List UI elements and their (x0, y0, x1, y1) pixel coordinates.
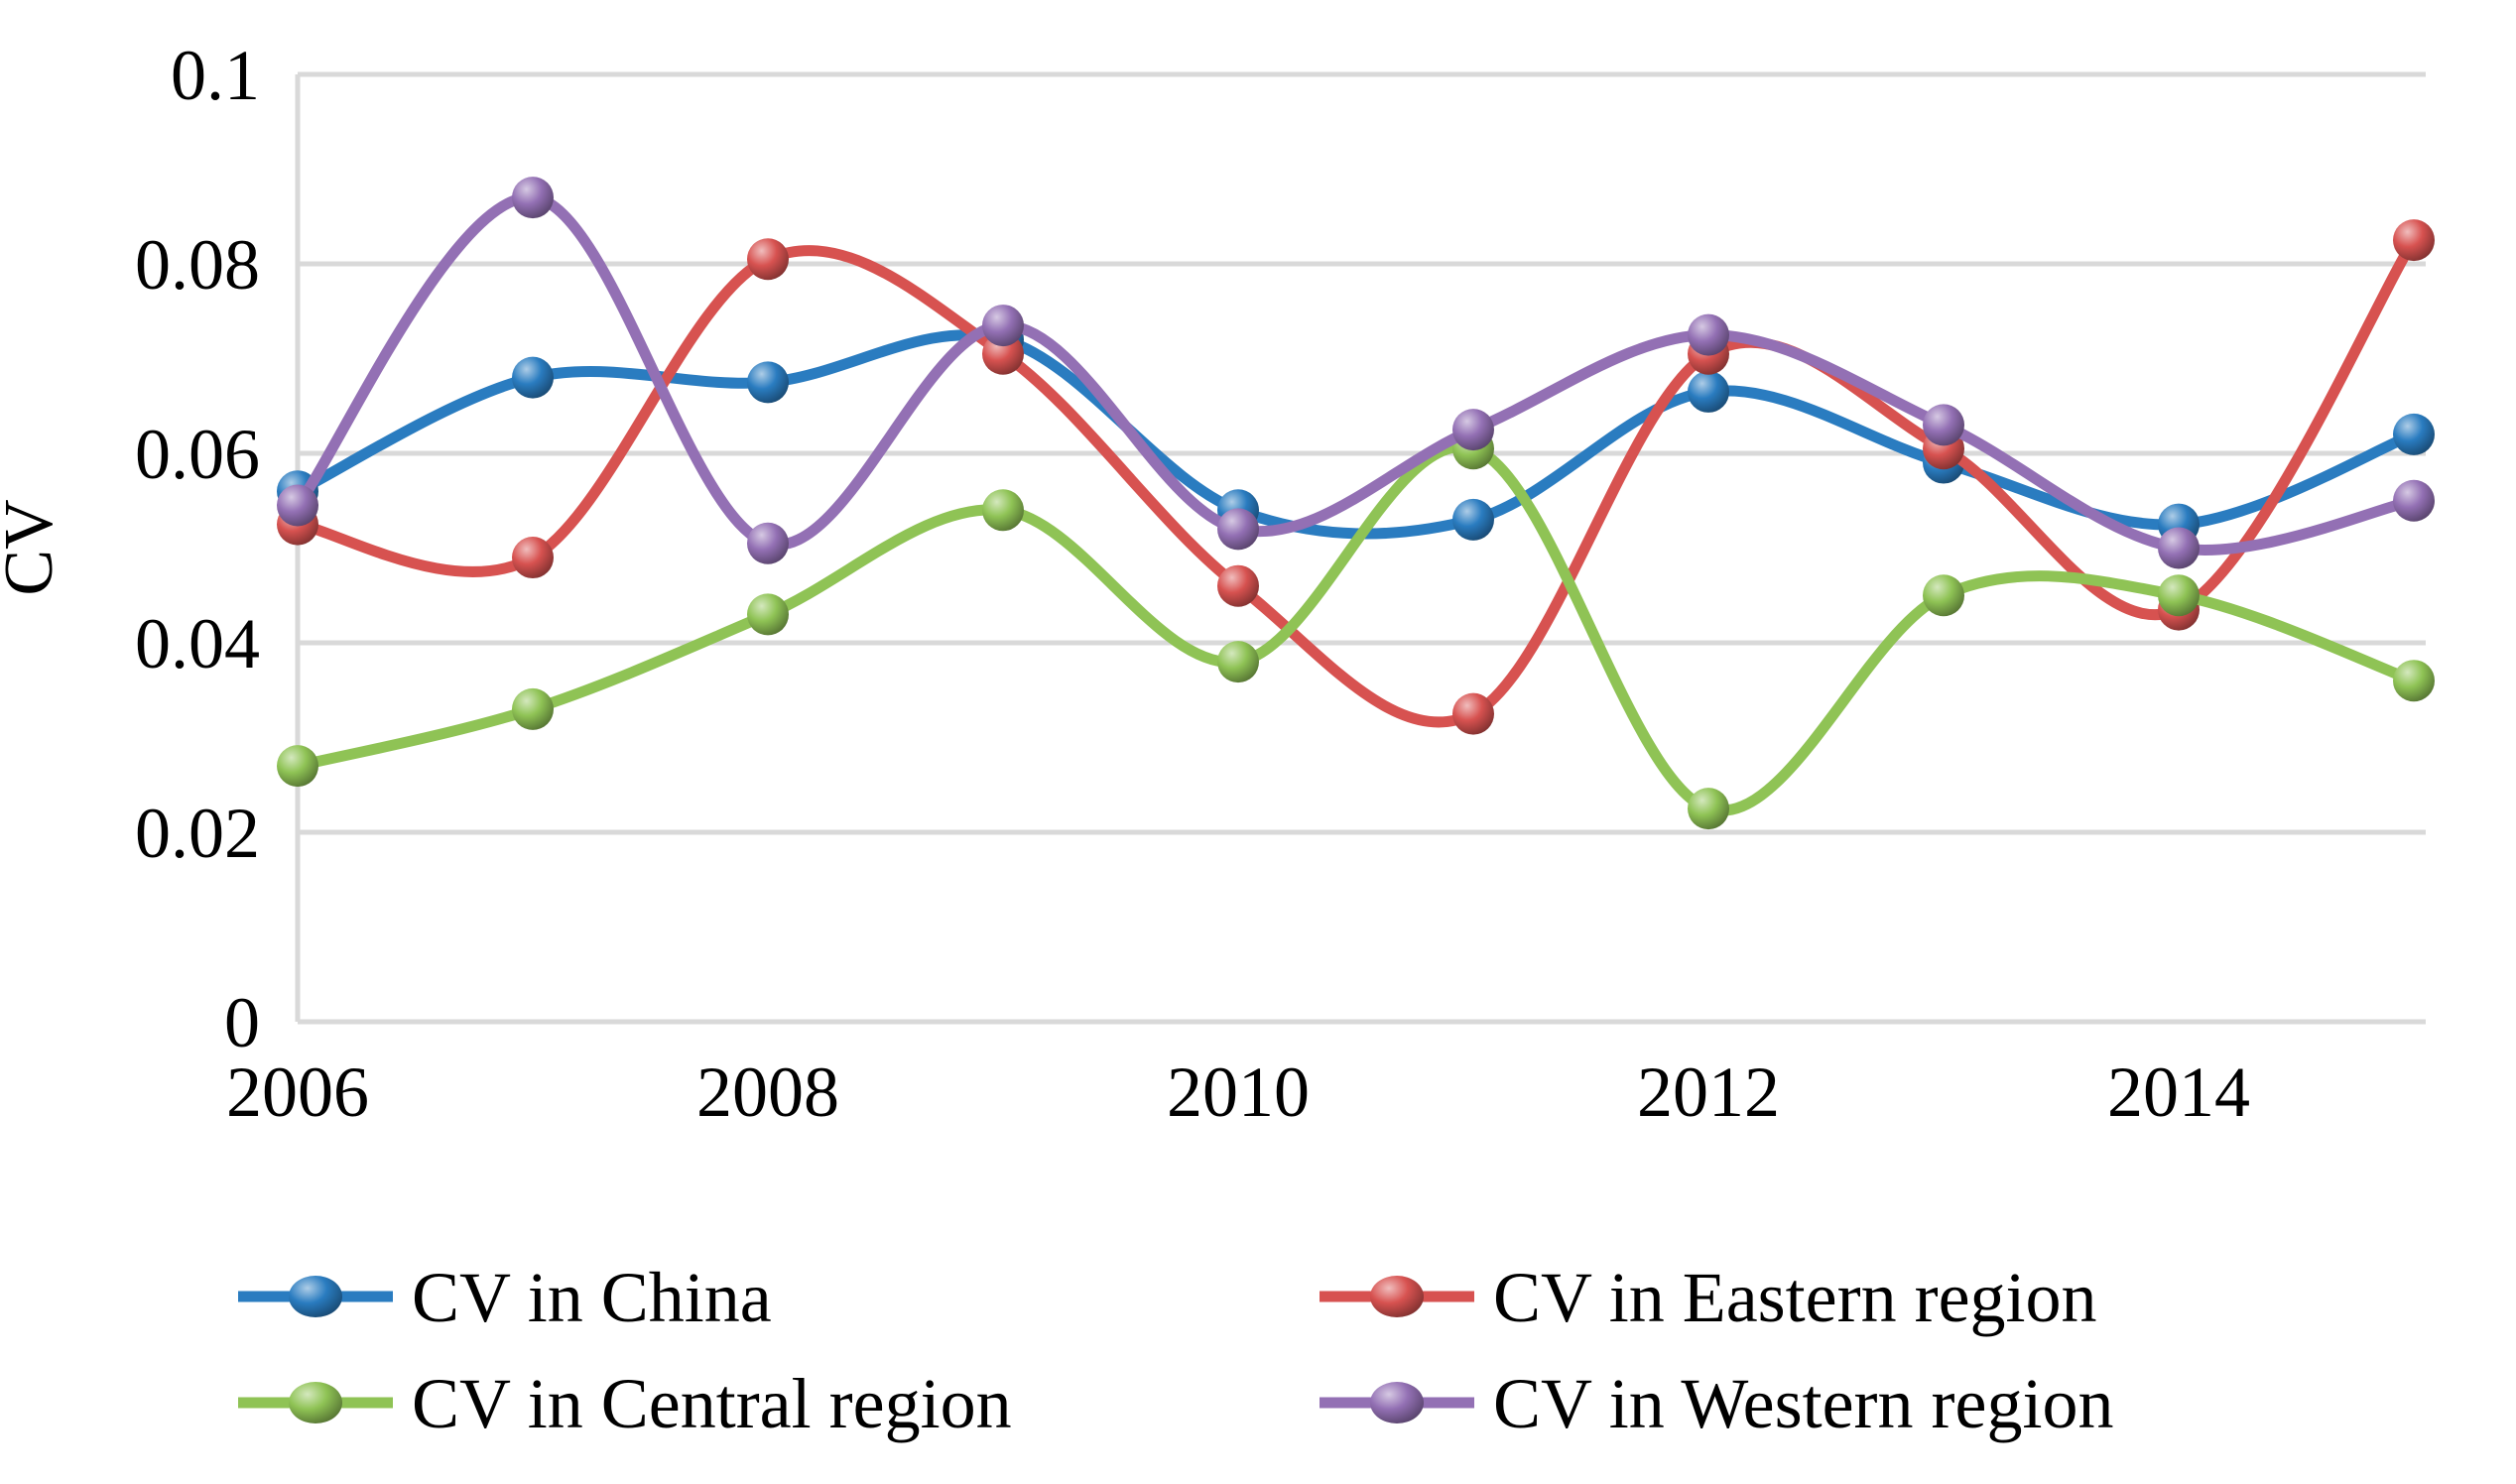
data-point-marker (2393, 660, 2435, 702)
data-point-marker (1923, 574, 1964, 617)
label-layer: CV 2006 2008 2010 2012 2014 (0, 499, 2250, 1132)
y-tick-label: 0.06 (135, 415, 260, 494)
data-point-marker (2158, 574, 2200, 617)
data-point-marker (1452, 692, 1494, 735)
x-tick-label: 2012 (1637, 1052, 1780, 1132)
y-tick-label: 0.1 (171, 36, 260, 115)
data-point-marker (1217, 641, 1259, 683)
x-tick-label: 2014 (2107, 1052, 2250, 1132)
data-point-marker (1452, 409, 1494, 451)
x-tick-label: 2006 (226, 1052, 369, 1132)
legend-item-cv-in-central-region: CV in Central region (238, 1364, 1012, 1443)
axis-layer: 0 0.02 0.04 0.06 0.08 0.1 (135, 36, 301, 1062)
data-point-marker (747, 593, 789, 636)
data-point-marker (1217, 564, 1259, 607)
series-line-cv-in-eastern-region (292, 234, 2420, 728)
series-line-cv-in-central-region (292, 440, 2420, 816)
y-tick-label: 0 (224, 983, 260, 1062)
data-point-marker (1688, 788, 1729, 830)
data-point-marker (1452, 498, 1494, 541)
legend-label: CV in Eastern region (1493, 1258, 2097, 1337)
data-point-marker (512, 537, 554, 579)
series-layer (277, 177, 2435, 830)
data-point-marker (747, 238, 789, 281)
data-point-marker (1688, 313, 1729, 356)
data-point-marker (2158, 527, 2200, 569)
data-point-marker (512, 177, 554, 219)
y-axis-title: CV (0, 499, 67, 595)
data-point-marker (982, 489, 1024, 532)
legend-marker-icon (289, 1276, 342, 1317)
legend-label: CV in Central region (412, 1364, 1012, 1443)
data-point-marker (1688, 370, 1729, 413)
data-point-marker (277, 484, 318, 527)
data-point-marker (512, 356, 554, 399)
data-point-marker (982, 305, 1024, 347)
data-point-marker (747, 361, 789, 404)
x-tick-label: 2008 (696, 1052, 839, 1132)
legend-item-cv-in-china: CV in China (238, 1258, 772, 1337)
y-tick-label: 0.02 (135, 794, 260, 873)
data-point-marker (2393, 479, 2435, 522)
data-point-marker (512, 687, 554, 730)
legend: CV in China CV in Eastern region CV in Cen… (238, 1258, 2113, 1443)
legend-label: CV in Western region (1493, 1364, 2113, 1443)
legend-label: CV in China (412, 1258, 772, 1337)
legend-marker-icon (289, 1382, 342, 1423)
legend-marker-icon (1370, 1382, 1424, 1423)
x-tick-label: 2010 (1167, 1052, 1310, 1132)
data-point-marker (747, 522, 789, 564)
data-point-marker (2393, 413, 2435, 455)
data-point-marker (1217, 508, 1259, 551)
legend-item-cv-in-western-region: CV in Western region (1320, 1364, 2113, 1443)
data-point-marker (1923, 404, 1964, 446)
data-point-marker (2393, 219, 2435, 262)
y-tick-label: 0.04 (135, 604, 260, 683)
legend-marker-icon (1370, 1276, 1424, 1317)
y-tick-label: 0.08 (135, 225, 260, 305)
data-point-marker (277, 745, 318, 788)
grid-layer (298, 71, 2426, 1025)
legend-item-cv-in-eastern-region: CV in Eastern region (1320, 1258, 2097, 1337)
